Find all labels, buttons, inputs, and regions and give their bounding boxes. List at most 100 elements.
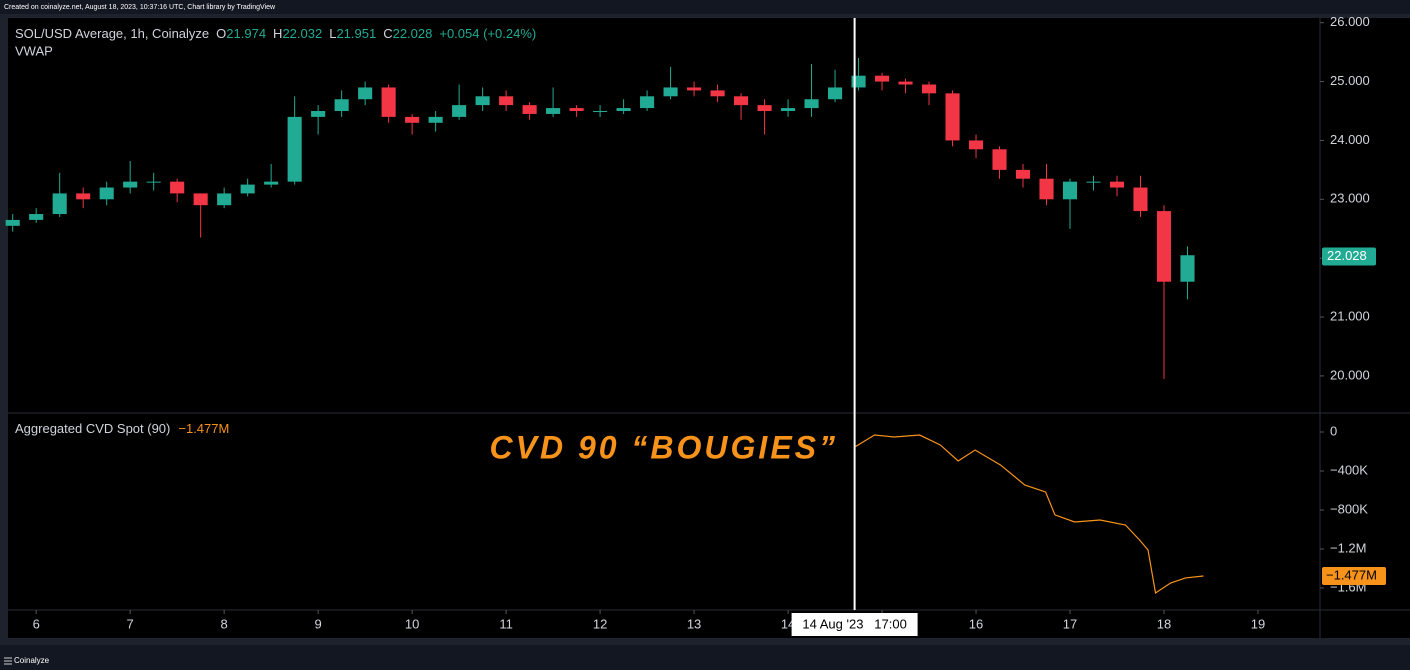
pane-title: SOL/USD Average, 1h, Coinalyze O21.974 H22… [15,26,536,41]
candle-body [1156,211,1172,282]
candle-body [593,111,608,113]
candle-body [828,87,843,100]
candle-body [687,87,702,91]
footer-text: Coinalyze [14,656,50,665]
last-value-box [1322,566,1386,585]
candle-body [1086,181,1101,183]
candle-body [804,99,819,109]
candle-body [1109,181,1125,188]
candle-body [499,96,514,106]
ohlc-key: H [273,26,282,41]
candle-body [76,193,91,200]
ohlc-value: 21.974 [226,26,266,41]
candle-body [217,193,232,206]
candle-body [522,105,537,114]
y-tick-label: −800K [1330,501,1368,516]
ohlc-value: 21.951 [336,26,376,41]
title: Aggregated CVD Spot (90) [15,421,170,436]
candle-body [781,108,796,112]
y-tick-label: 0 [1330,423,1337,438]
current-value: −1.477M [178,421,229,436]
candle-body [616,108,631,112]
candle-body [381,87,396,117]
candle-body [52,193,67,215]
last-price-box [1322,247,1376,266]
pane-title: Aggregated CVD Spot (90) −1.477M [15,421,229,436]
candle-body [1180,255,1195,282]
x-tick-label: 9 [315,616,322,631]
candle-body [334,99,349,112]
candle-body [757,105,772,112]
y-tick-label: 25.000 [1330,73,1370,88]
indicator-label: VWAP [15,43,53,58]
candle-body [287,116,302,182]
header-bar [0,0,1410,14]
x-tick-label: 6 [33,616,40,631]
candle-body [99,187,114,200]
x-tick-label: 8 [221,616,228,631]
ohlc-key: L [329,26,336,41]
x-tick-label: 13 [687,616,701,631]
title: SOL/USD Average, 1h, Coinalyze [15,26,209,41]
last-value-label: −1.477M [1326,567,1377,582]
candle-body [992,149,1007,170]
candle-body [710,90,725,97]
y-tick-label: 24.000 [1330,132,1370,147]
footer-bar [0,645,1410,670]
ohlc-value: 22.032 [282,26,322,41]
crosshair-label: 14 Aug '23 17:00 [802,616,906,631]
change: +0.054 (+0.24%) [439,26,536,41]
ohlc-value: 22.028 [393,26,433,41]
candle-body [146,181,161,183]
candle-body [851,75,866,88]
candle-body [663,87,678,97]
y-tick-label: −400K [1330,462,1368,477]
candle-body [29,214,44,220]
chart-area [8,18,1410,638]
x-tick-label: 10 [405,616,419,631]
annotation: CVD 90 “BOUGIES” [489,429,838,465]
footer-icon [4,657,12,665]
ohlc-key: O [216,26,226,41]
candle-body [358,87,373,100]
candle-body [874,75,890,82]
crosshair-box [791,613,918,636]
candle-body [123,181,138,188]
candle-body [5,219,20,226]
candle-body [569,108,584,112]
x-tick-label: 19 [1251,616,1265,631]
x-tick-label: 16 [969,616,983,631]
candle-body [475,96,490,106]
x-tick-label: 17 [1063,616,1077,631]
candle-body [405,116,420,123]
y-tick-label: 23.000 [1330,191,1370,206]
x-tick-label: 7 [127,616,134,631]
y-tick-label: −1.2M [1330,540,1367,555]
y-tick-label: 26.000 [1330,14,1370,29]
header-text: Created on coinalyze.net, August 18, 202… [4,4,276,11]
y-tick-label: 20.000 [1330,367,1370,382]
candle-body [452,105,467,117]
candle-body [264,181,279,185]
candle-body [945,93,960,141]
candle-body [428,116,443,123]
x-tick-label: 12 [593,616,607,631]
candle-body [193,193,208,206]
candle-body [921,84,937,94]
cvd-line [854,434,1204,594]
candle-body [311,111,326,117]
candle-body [1015,169,1031,179]
candle-body [170,181,185,194]
candle-body [1133,187,1148,212]
candle-body [640,96,655,109]
ohlc-key: C [383,26,392,41]
candle-body [968,140,984,150]
candle-body [898,81,913,85]
candle-body [240,184,255,194]
candle-body [1039,178,1054,200]
x-tick-label: 18 [1157,616,1171,631]
candle-body [546,108,561,114]
x-tick-label: 11 [499,616,513,631]
last-price-label: 22.028 [1327,248,1367,263]
